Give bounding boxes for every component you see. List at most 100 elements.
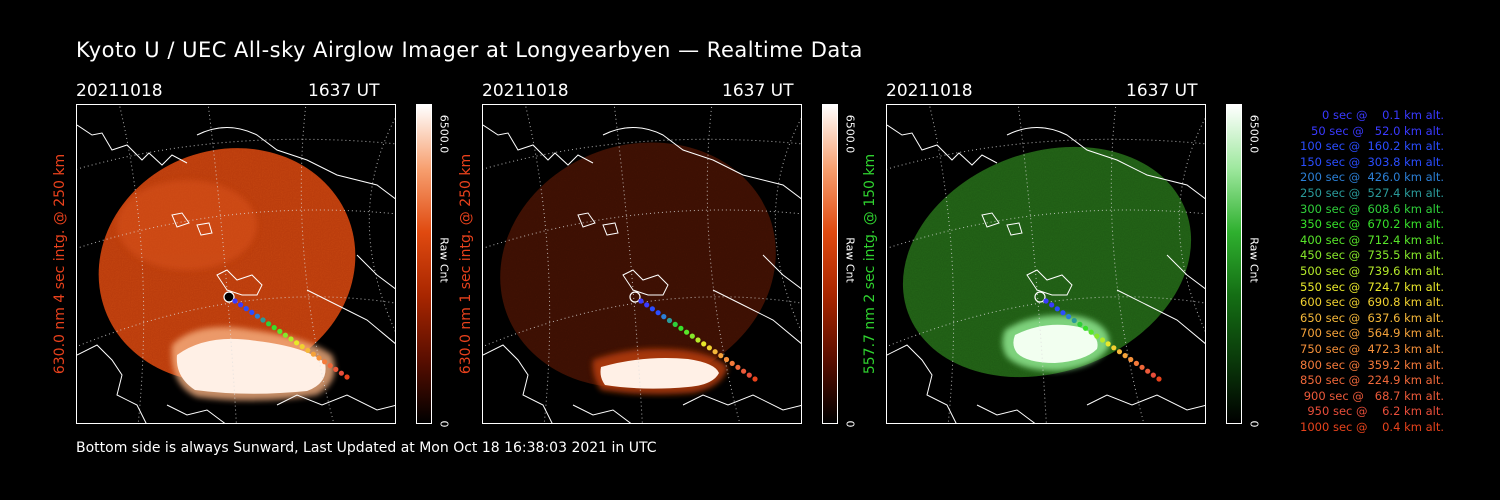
trajectory-point [238, 302, 244, 308]
colorbar-unit-label: Raw Cnt [437, 237, 451, 283]
panel-time: 1637 UT [1126, 81, 1198, 101]
trajectory-point [638, 298, 644, 304]
trajectory-point [249, 309, 255, 315]
coastline [483, 344, 553, 423]
trajectory-point [684, 329, 690, 335]
trajectory-point [706, 345, 712, 351]
legend-entry: 100 sec @ 160.2 km alt. [1300, 139, 1444, 154]
legend-entry: 250 sec @ 527.4 km alt. [1300, 185, 1444, 200]
coastline [712, 289, 801, 344]
trajectory-point [1094, 333, 1100, 339]
trajectory-point [1060, 310, 1066, 316]
trajectory-point [678, 325, 684, 331]
trajectory-point [271, 325, 277, 331]
trajectory-point [655, 310, 661, 316]
trajectory-point [232, 298, 238, 304]
station-marker [223, 291, 235, 303]
trajectory-legend: 0 sec @ 0.1 km alt. 50 sec @ 52.0 km alt… [1262, 108, 1444, 435]
trajectory-point [718, 353, 724, 359]
legend-entry: 300 sec @ 608.6 km alt. [1300, 201, 1444, 216]
coastline [1166, 254, 1205, 290]
trajectory-point [1054, 306, 1060, 312]
legend-entry: 500 sec @ 739.6 km alt. [1300, 263, 1444, 278]
trajectory-point [723, 356, 730, 363]
trajectory-point [1116, 349, 1123, 355]
trajectory-point [1111, 345, 1117, 351]
legend-entry: 600 sec @ 690.8 km alt. [1300, 295, 1444, 310]
legend-entry: 200 sec @ 426.0 km alt. [1300, 170, 1444, 185]
imager-panel-2: 20211018 1637 UT 630.0 nm 1 sec intg. @ … [458, 80, 912, 432]
trajectory-point [338, 370, 344, 376]
coastline [981, 212, 1000, 228]
trajectory-point [672, 321, 678, 327]
trajectory-point [1105, 341, 1111, 347]
trajectory-point [333, 366, 339, 372]
legend-entry: 450 sec @ 735.5 km alt. [1300, 248, 1444, 263]
trajectory-point [254, 313, 260, 319]
trajectory-point [1049, 302, 1055, 308]
coastline [577, 212, 596, 228]
coastline [1006, 127, 1205, 200]
trajectory-point [695, 337, 701, 343]
graticule-line [483, 296, 801, 348]
coastline [306, 289, 395, 344]
panel-ylabel: 630.0 nm 1 sec intg. @ 250 km [458, 153, 474, 375]
trajectory-point [305, 347, 311, 353]
legend-entry: 900 sec @ 68.7 km alt. [1303, 388, 1444, 403]
coastline [1026, 269, 1073, 296]
legend-entry: 650 sec @ 637.6 km alt. [1300, 310, 1444, 325]
coastline [1116, 289, 1205, 344]
colorbar-max-label: 6500.0 [437, 114, 451, 154]
coastline [196, 222, 213, 236]
sky-image-svg [77, 105, 395, 423]
trajectory-point [1088, 329, 1094, 335]
panel-ylabel: 557.7 nm 2 sec intg. @ 150 km [862, 153, 878, 375]
colorbar-unit-label: Raw Cnt [1247, 237, 1261, 283]
station-marker [629, 291, 641, 303]
trajectory-point [644, 302, 650, 308]
legend-entry: 350 sec @ 670.2 km alt. [1300, 217, 1444, 232]
trajectory-point [316, 355, 322, 361]
trajectory-point [288, 336, 294, 342]
trajectory-point [294, 340, 300, 346]
coastline [622, 269, 669, 296]
coastline [77, 344, 147, 423]
footer-note: Bottom side is always Sunward, Last Upda… [76, 440, 657, 456]
trajectory-point [1145, 368, 1151, 374]
graticule-line [368, 117, 395, 332]
trajectory-point [1150, 372, 1156, 378]
trajectory-point [1082, 325, 1089, 331]
trajectory-point [752, 376, 758, 382]
trajectory-point [1099, 337, 1106, 343]
panel-date: 20211018 [482, 81, 569, 101]
coastline [1086, 394, 1205, 411]
coastline [602, 127, 801, 200]
trajectory-point [735, 364, 741, 370]
legend-entry: 850 sec @ 224.9 km alt. [1300, 373, 1444, 388]
trajectory-point [712, 349, 718, 355]
trajectory-point [1122, 353, 1128, 359]
graticule-line [77, 296, 395, 348]
coastline [602, 222, 619, 236]
all-sky-image [482, 104, 802, 424]
trajectory-point [1043, 298, 1049, 304]
coastline [1006, 222, 1023, 236]
trajectory-point [1071, 317, 1077, 324]
panel-time: 1637 UT [308, 81, 380, 101]
trajectory-point [282, 332, 288, 338]
coastline [887, 124, 998, 166]
trajectory-point [344, 374, 350, 380]
trajectory-point [299, 344, 305, 350]
graticule-line [77, 138, 395, 170]
trajectory-point [1066, 314, 1072, 320]
panel-ylabel: 630.0 nm 4 sec intg. @ 250 km [52, 153, 68, 375]
coastline [171, 212, 190, 228]
trajectory-point [746, 372, 752, 378]
trajectory-point [729, 360, 735, 366]
panel-date: 20211018 [886, 81, 973, 101]
colorbar-max-label: 6500.0 [843, 114, 857, 154]
coastline [77, 124, 188, 166]
trajectory-point [322, 359, 328, 365]
legend-entry: 150 sec @ 303.8 km alt. [1300, 154, 1444, 169]
legend-entry: 0 sec @ 0.1 km alt. [1314, 108, 1444, 122]
